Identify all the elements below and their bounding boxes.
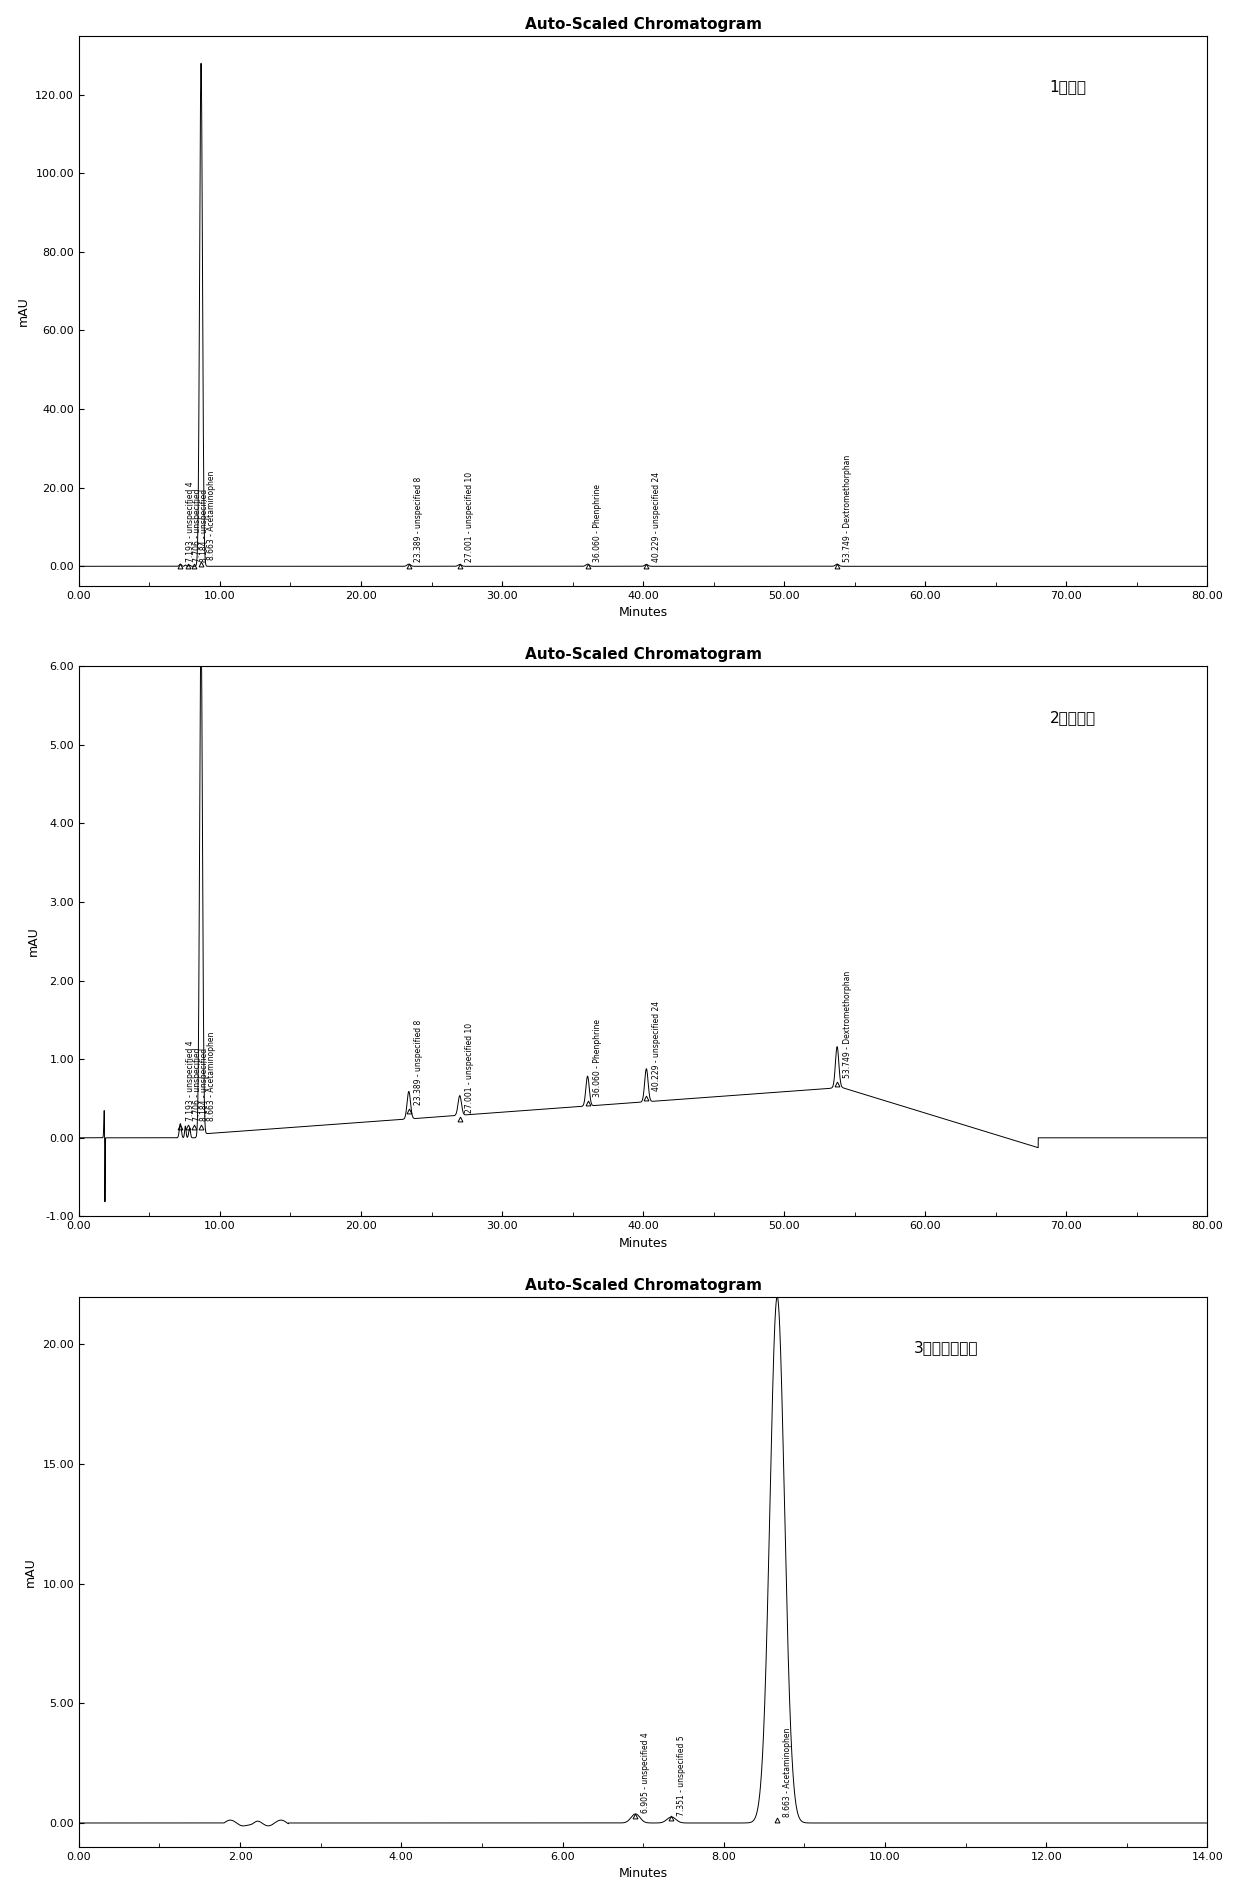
Text: 27.001 - unspecified 10: 27.001 - unspecified 10 bbox=[465, 472, 475, 562]
X-axis label: Minutes: Minutes bbox=[619, 1867, 667, 1880]
Text: 23.389 - unspecified 8: 23.389 - unspecified 8 bbox=[414, 1019, 423, 1104]
Text: 7.193 - unspecified 4: 7.193 - unspecified 4 bbox=[186, 482, 195, 562]
Text: 7.706 - unspecified: 7.706 - unspecified bbox=[193, 1047, 202, 1121]
Text: 40.229 - unspecified 24: 40.229 - unspecified 24 bbox=[652, 1002, 661, 1091]
Text: 40.229 - unspecified 24: 40.229 - unspecified 24 bbox=[652, 472, 661, 562]
Text: 8.184 - unspecified: 8.184 - unspecified bbox=[200, 489, 208, 562]
Text: 3）局部放大图: 3）局部放大图 bbox=[914, 1341, 978, 1356]
Text: 27.001 - unspecified 10: 27.001 - unspecified 10 bbox=[465, 1022, 475, 1114]
Y-axis label: mAU: mAU bbox=[27, 926, 40, 956]
Text: 1）全图: 1）全图 bbox=[1049, 80, 1086, 95]
Text: 8.184 - unspecified: 8.184 - unspecified bbox=[200, 1047, 208, 1121]
Text: 53.749 - Dextromethorphan: 53.749 - Dextromethorphan bbox=[843, 455, 852, 562]
Text: 6.905 - unspecified 4: 6.905 - unspecified 4 bbox=[641, 1732, 650, 1814]
Text: 2）放大图: 2）放大图 bbox=[1049, 709, 1096, 725]
Text: 8.663 - Acetaminophen: 8.663 - Acetaminophen bbox=[207, 1032, 216, 1121]
Text: 53.749 - Dextromethorphan: 53.749 - Dextromethorphan bbox=[843, 971, 852, 1077]
Text: 36.060 - Phenphrine: 36.060 - Phenphrine bbox=[593, 1019, 603, 1096]
Y-axis label: mAU: mAU bbox=[16, 296, 30, 326]
X-axis label: Minutes: Minutes bbox=[619, 1237, 667, 1250]
Text: 23.389 - unspecified 8: 23.389 - unspecified 8 bbox=[414, 478, 423, 562]
Text: 36.060 - Phenphrine: 36.060 - Phenphrine bbox=[593, 484, 603, 562]
Text: 7.706 - unspecified: 7.706 - unspecified bbox=[193, 489, 202, 562]
X-axis label: Minutes: Minutes bbox=[619, 607, 667, 618]
Title: Auto-Scaled Chromatogram: Auto-Scaled Chromatogram bbox=[525, 647, 761, 662]
Text: 7.193 - unspecified 4: 7.193 - unspecified 4 bbox=[186, 1040, 195, 1121]
Text: 7.351 - unspecified 5: 7.351 - unspecified 5 bbox=[677, 1736, 686, 1815]
Text: 8.663 - Acetaminophen: 8.663 - Acetaminophen bbox=[782, 1728, 792, 1817]
Y-axis label: mAU: mAU bbox=[24, 1557, 37, 1586]
Title: Auto-Scaled Chromatogram: Auto-Scaled Chromatogram bbox=[525, 1279, 761, 1292]
Text: 8.663 - Acetaminophen: 8.663 - Acetaminophen bbox=[207, 470, 216, 560]
Title: Auto-Scaled Chromatogram: Auto-Scaled Chromatogram bbox=[525, 17, 761, 32]
